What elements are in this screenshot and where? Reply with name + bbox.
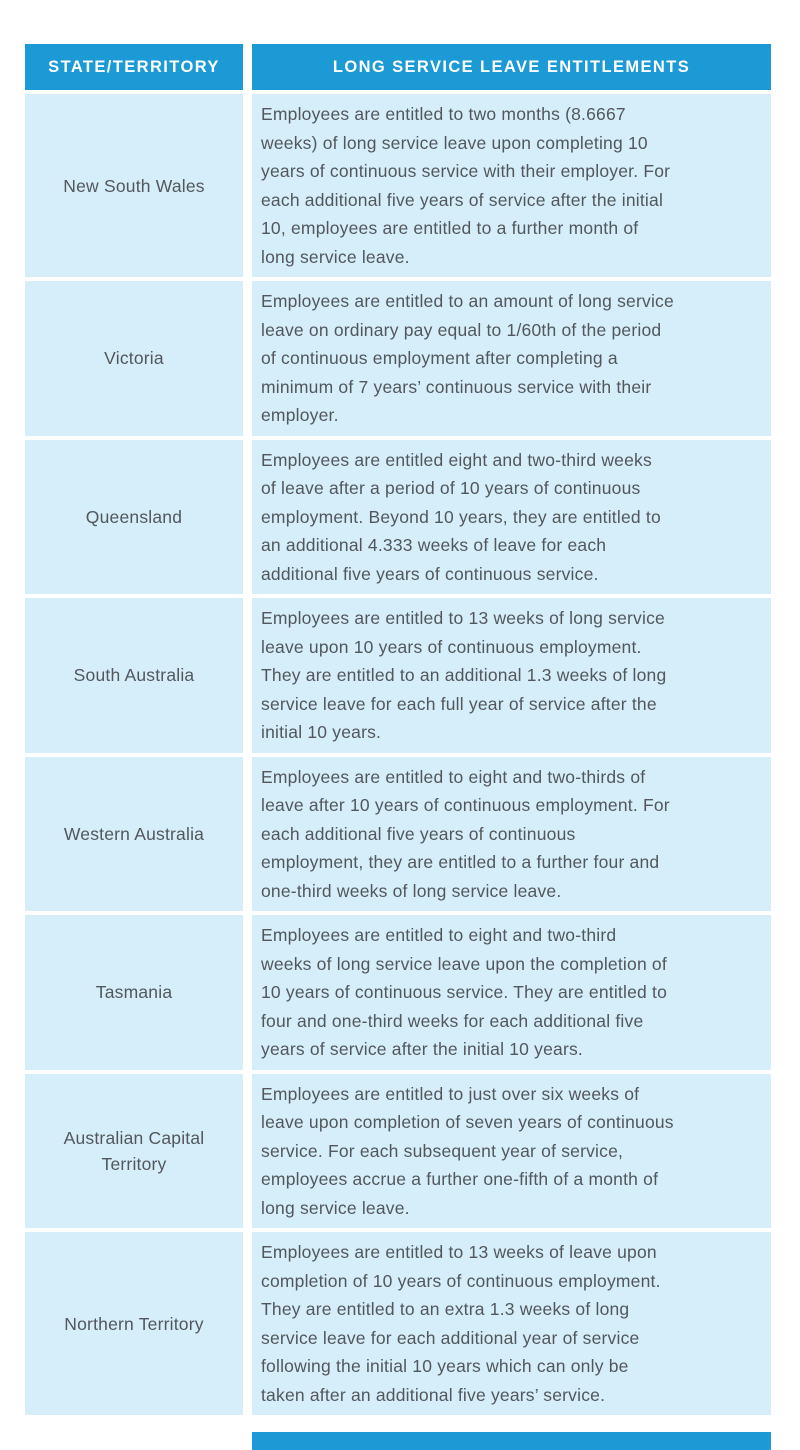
next-section-header-cutoff-bar — [252, 1432, 771, 1450]
state-cell-queensland: Queensland — [25, 439, 243, 594]
state-cell-tasmania: Tasmania — [25, 915, 243, 1070]
header-cell-entitlements: LONG SERVICE LEAVE ENTITLEMENTS — [252, 44, 771, 90]
long-service-leave-table: STATE/TERRITORY LONG SERVICE LEAVE ENTIT… — [25, 44, 771, 1415]
entitlement-cell-nsw: Employees are entitled to two months (8.… — [252, 94, 771, 277]
entitlement-cell-act: Employees are entitled to just over six … — [252, 1073, 771, 1228]
entitlement-cell-tasmania: Employees are entitled to eight and two-… — [252, 915, 771, 1070]
state-cell-nsw: New South Wales — [25, 94, 243, 277]
state-cell-victoria: Victoria — [25, 281, 243, 436]
state-cell-south-australia: South Australia — [25, 598, 243, 753]
entitlement-cell-south-australia: Employees are entitled to 13 weeks of lo… — [252, 598, 771, 753]
entitlement-cell-victoria: Employees are entitled to an amount of l… — [252, 281, 771, 436]
state-cell-northern-territory: Northern Territory — [25, 1232, 243, 1415]
entitlement-cell-queensland: Employees are entitled eight and two-thi… — [252, 439, 771, 594]
header-cell-state-territory: STATE/TERRITORY — [25, 44, 243, 90]
state-cell-western-australia: Western Australia — [25, 756, 243, 911]
entitlement-cell-western-australia: Employees are entitled to eight and two-… — [252, 756, 771, 911]
state-cell-act: Australian Capital Territory — [25, 1073, 243, 1228]
entitlement-cell-northern-territory: Employees are entitled to 13 weeks of le… — [252, 1232, 771, 1415]
